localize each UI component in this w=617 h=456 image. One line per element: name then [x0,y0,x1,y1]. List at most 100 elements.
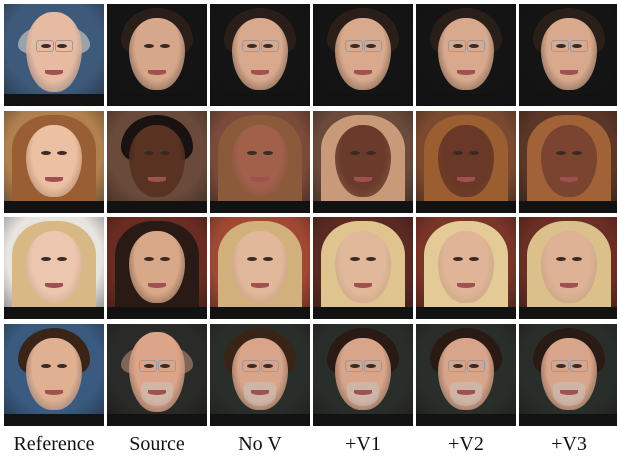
eye [144,44,154,48]
clothing [210,414,310,426]
clothing [107,94,207,106]
face [232,18,288,90]
glasses-lens [364,360,382,372]
eye [350,151,360,155]
clothing [519,201,617,213]
mouth [457,70,475,75]
glasses-lens [551,360,569,372]
face-image-v2-row3 [416,217,516,319]
eye [572,257,582,261]
eye [57,44,67,48]
eye [350,364,360,368]
column-labels: Reference Source No V +V1 +V2 +V3 [4,432,617,456]
glasses-lens [139,360,157,372]
eye [572,364,582,368]
label-v1: +V1 [345,433,381,455]
mouth [251,70,269,75]
clothing [416,414,516,426]
glasses-lens [570,40,588,52]
eye [556,364,566,368]
eye [469,44,479,48]
face [26,338,82,410]
mouth [354,177,372,182]
mouth [457,390,475,395]
face-image-no_v-row4 [210,324,310,426]
eye [453,257,463,261]
label-source: Source [129,433,185,455]
eye [144,364,154,368]
label-v3: +V3 [551,433,587,455]
label-v2: +V2 [448,433,484,455]
mouth [457,283,475,288]
glasses-lens [448,40,466,52]
face-image-source-row4 [107,324,207,426]
eye [41,44,51,48]
clothing [4,94,104,106]
face [335,231,391,303]
eye [453,364,463,368]
eye [57,257,67,261]
eye [366,151,376,155]
eye [556,257,566,261]
eye [556,151,566,155]
eye [247,364,257,368]
eye [350,44,360,48]
clothing [210,307,310,319]
mouth [457,177,475,182]
clothing [210,201,310,213]
face-image-v3-row2 [519,111,617,213]
mouth [354,390,372,395]
eye [572,151,582,155]
clothing [416,307,516,319]
face [438,231,494,303]
face-image-v1-row3 [313,217,413,319]
clothing [4,307,104,319]
face [335,125,391,197]
clothing [519,94,617,106]
label-no-v: No V [238,433,282,455]
mouth [148,390,166,395]
glasses-lens [467,40,485,52]
mouth [148,177,166,182]
face [129,18,185,90]
face [26,12,82,92]
mouth [354,283,372,288]
face [438,18,494,90]
clothing [107,414,207,426]
face-image-v1-row1 [313,4,413,106]
glasses-lens [261,40,279,52]
face-image-no_v-row3 [210,217,310,319]
eye [263,364,273,368]
face-image-v2-row4 [416,324,516,426]
clothing [519,307,617,319]
face-image-v3-row4 [519,324,617,426]
eye [41,151,51,155]
label-reference: Reference [13,433,95,455]
face-image-source-row1 [107,4,207,106]
eye [247,44,257,48]
eye [247,151,257,155]
glasses-lens [345,40,363,52]
face [129,125,185,197]
face-image-v3-row1 [519,4,617,106]
eye [57,151,67,155]
glasses-lens [242,360,260,372]
mouth [45,177,63,182]
mouth [560,177,578,182]
face-image-v1-row2 [313,111,413,213]
glasses-lens [467,360,485,372]
clothing [107,201,207,213]
eye [160,257,170,261]
mouth [251,390,269,395]
face-image-v2-row2 [416,111,516,213]
face-image-no_v-row2 [210,111,310,213]
face [232,231,288,303]
face [541,231,597,303]
glasses-lens [261,360,279,372]
face [541,18,597,90]
face-image-v2-row1 [416,4,516,106]
face-image-source-row2 [107,111,207,213]
clothing [313,94,413,106]
eye [144,257,154,261]
face-image-reference-row4 [4,324,104,426]
